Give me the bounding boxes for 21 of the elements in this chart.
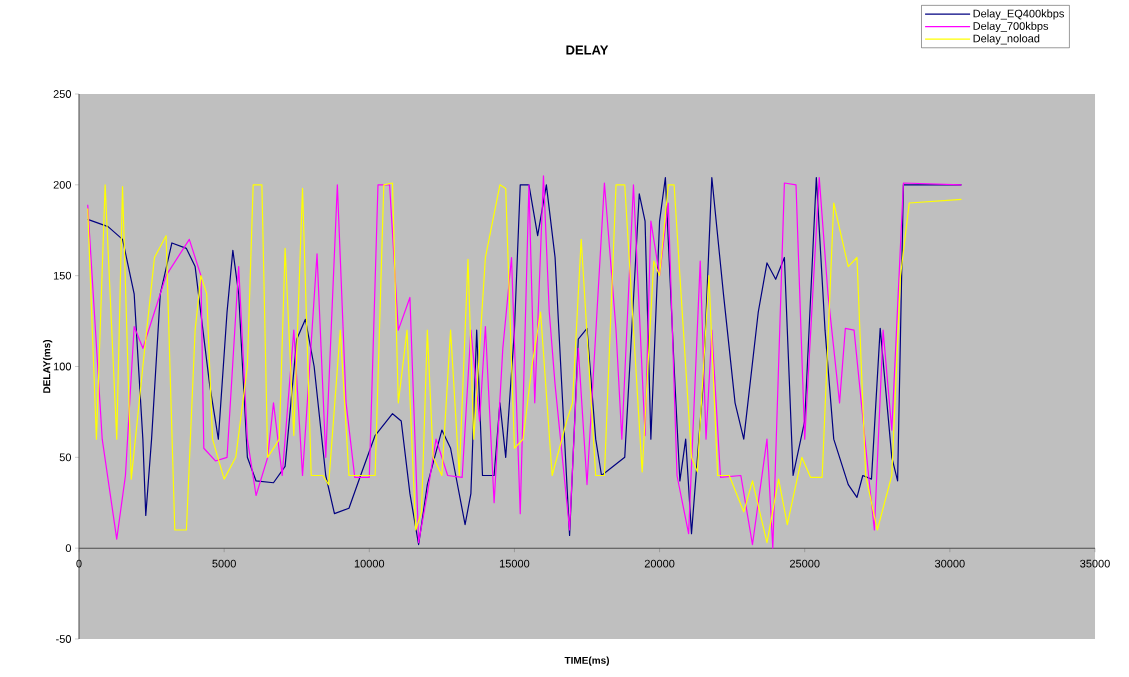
x-tick-label: 30000 bbox=[934, 559, 965, 568]
legend-label: Delay_noload bbox=[973, 34, 1040, 45]
y-tick-label: 200 bbox=[53, 180, 72, 189]
y-tick-label: 150 bbox=[53, 271, 72, 280]
x-axis-title: TIME(ms) bbox=[564, 656, 610, 666]
legend-label: Delay_EQ400kbps bbox=[973, 9, 1064, 20]
y-tick-label: 250 bbox=[53, 90, 72, 98]
x-tick-label: 0 bbox=[76, 559, 82, 568]
y-tick-label: 0 bbox=[65, 544, 72, 553]
x-tick-label: 10000 bbox=[354, 559, 385, 568]
y-tick-label: -50 bbox=[56, 635, 72, 643]
x-tick-label: 5000 bbox=[212, 559, 236, 568]
y-axis-title: DELAY(ms) bbox=[42, 339, 53, 393]
chart-title: DELAY bbox=[566, 45, 609, 55]
x-tick-label: 25000 bbox=[789, 559, 820, 568]
x-tick-label: 15000 bbox=[499, 559, 530, 568]
y-tick-label: 100 bbox=[53, 362, 72, 371]
x-tick-label: 20000 bbox=[644, 559, 675, 568]
y-tick-label: 50 bbox=[59, 453, 72, 462]
x-tick-label: 35000 bbox=[1080, 559, 1110, 568]
legend-label: Delay_700kbps bbox=[973, 21, 1049, 33]
